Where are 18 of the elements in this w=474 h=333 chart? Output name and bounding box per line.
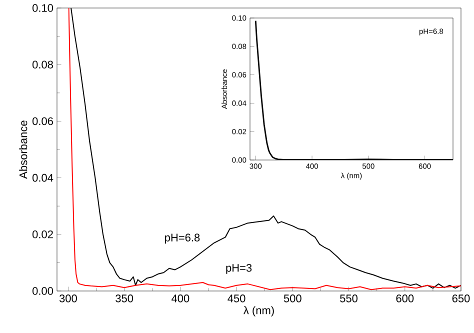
y-tick-label: 0.00 bbox=[32, 287, 54, 295]
x-tick-label: 500 bbox=[284, 294, 302, 302]
y-axis-title: Absorbance bbox=[19, 120, 28, 179]
x-tick-label: 400 bbox=[172, 294, 190, 302]
y-tick-label: 0.04 bbox=[32, 174, 54, 182]
x-tick-label: 600 bbox=[396, 294, 414, 302]
x-tick-label: 350 bbox=[116, 294, 134, 302]
x-tick-label: 450 bbox=[228, 294, 246, 302]
y-tick-label: 0.06 bbox=[32, 117, 53, 126]
series-label: pH=3 bbox=[226, 264, 252, 274]
series-label: pH=6.8 bbox=[165, 234, 200, 244]
y-tick-label: 0.02 bbox=[32, 230, 53, 238]
x-axis-title: λ (nm) bbox=[243, 306, 274, 316]
y-tick-label: 0.08 bbox=[32, 60, 53, 68]
x-tick-label: 650 bbox=[452, 294, 470, 302]
x-tick-label: 550 bbox=[340, 294, 358, 302]
x-tick-label: 300 bbox=[59, 294, 77, 302]
y-tick-label: 0.10 bbox=[32, 4, 54, 12]
